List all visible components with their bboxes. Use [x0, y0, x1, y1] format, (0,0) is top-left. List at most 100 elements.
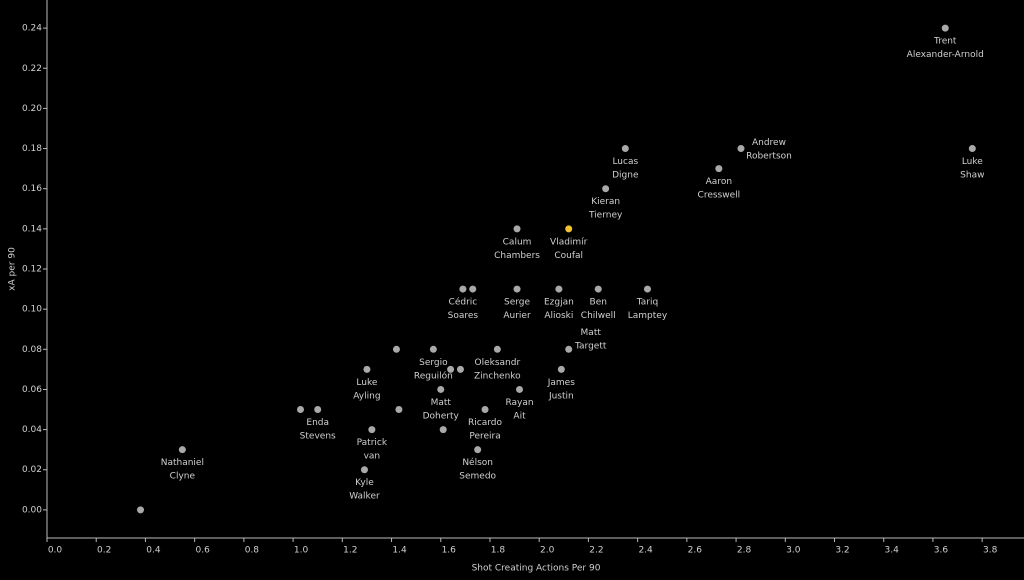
point-label: Nathaniel	[161, 458, 204, 468]
point-label: Digne	[612, 171, 639, 181]
point-label: Matt	[581, 328, 602, 338]
x-tick-label: 2.0	[540, 546, 555, 556]
point	[737, 145, 745, 153]
x-tick-label: 2.2	[589, 546, 603, 556]
y-tick-label: 0.00	[22, 505, 42, 515]
point-label: Zinchenko	[474, 371, 521, 381]
x-tick-label: 0.6	[195, 546, 210, 556]
point-label: Trent	[933, 37, 957, 47]
x-tick-label: 0.8	[245, 546, 260, 556]
point-label: Vladimír	[550, 237, 588, 247]
x-tick-label: 1.0	[294, 546, 309, 556]
point-label: Alexander-Arnold	[907, 50, 984, 60]
point-label: Stevens	[300, 432, 336, 442]
point	[643, 285, 651, 293]
point	[481, 406, 489, 414]
point-label: Rayan	[505, 398, 533, 408]
point-label: Patrick	[357, 438, 388, 448]
point-label: Coufal	[554, 251, 583, 261]
point-label: Calum	[503, 237, 532, 247]
x-tick-label: 2.8	[737, 546, 752, 556]
point-label: Ben	[590, 298, 607, 308]
point	[941, 24, 949, 32]
point-label: Walker	[349, 492, 380, 502]
point-label: Ait	[513, 411, 526, 421]
point	[469, 285, 477, 293]
y-tick-label: 0.20	[22, 104, 42, 114]
point-label: Oleksandr	[475, 358, 521, 368]
point	[296, 406, 304, 414]
point-label: Chambers	[494, 251, 540, 261]
y-tick-label: 0.12	[22, 265, 42, 275]
point-label: Justin	[548, 391, 574, 401]
x-tick-label: 0.0	[48, 546, 63, 556]
point-label: Pereira	[469, 432, 500, 442]
point	[565, 225, 573, 233]
point-label: Tariq	[636, 298, 658, 308]
y-tick-label: 0.14	[22, 224, 42, 234]
point	[429, 345, 437, 353]
x-axis-title: Shot Creating Actions Per 90	[472, 564, 601, 574]
point	[392, 345, 400, 353]
point-label: Clyne	[170, 472, 196, 482]
x-tick-label: 1.2	[343, 546, 357, 556]
point	[565, 345, 573, 353]
point-label: Lucas	[612, 157, 638, 167]
point	[594, 285, 602, 293]
point-label: Ayling	[353, 391, 380, 401]
point	[439, 426, 447, 434]
point-label: Nélson	[462, 457, 493, 468]
point-label: Lamptey	[628, 311, 668, 321]
y-tick-label: 0.24	[22, 24, 42, 34]
x-tick-label: 0.2	[97, 546, 111, 556]
point	[363, 365, 371, 373]
point	[474, 446, 482, 454]
point	[602, 185, 610, 193]
x-tick-label: 3.4	[885, 546, 900, 556]
point-label: Luke	[962, 157, 983, 167]
x-tick-label: 2.6	[688, 546, 703, 556]
x-tick-label: 2.4	[638, 546, 653, 556]
point-label: Robertson	[746, 152, 792, 162]
point	[137, 506, 145, 514]
x-tick-label: 1.4	[392, 546, 407, 556]
y-tick-label: 0.10	[22, 305, 42, 315]
point-label: Sergio	[419, 358, 448, 368]
point-label: Andrew	[752, 138, 786, 148]
point	[447, 365, 455, 373]
point	[360, 466, 368, 474]
y-tick-label: 0.02	[22, 465, 42, 475]
x-tick-label: 1.8	[491, 546, 506, 556]
point-label: Chilwell	[581, 311, 616, 321]
point	[555, 285, 563, 293]
point-label: Serge	[504, 298, 531, 308]
point	[437, 385, 445, 393]
x-tick-label: 3.2	[835, 546, 849, 556]
y-tick-label: 0.06	[22, 385, 42, 395]
point-label: Kyle	[355, 478, 374, 488]
y-tick-label: 0.18	[22, 144, 42, 154]
x-tick-label: 0.4	[146, 546, 161, 556]
point	[459, 285, 467, 293]
point-label: Cresswell	[698, 191, 741, 201]
point-label: Aaron	[706, 177, 732, 187]
point	[368, 426, 376, 434]
y-tick-label: 0.22	[22, 64, 42, 74]
point-label: Alioski	[544, 311, 573, 321]
point	[516, 385, 524, 393]
point-label: Enda	[306, 418, 329, 428]
y-tick-label: 0.16	[22, 184, 42, 194]
point	[456, 365, 464, 373]
point-label: Soares	[448, 311, 479, 321]
point-label: van	[364, 452, 381, 462]
y-tick-label: 0.08	[22, 345, 42, 355]
point	[513, 225, 521, 233]
point	[513, 285, 521, 293]
point-label: Tierney	[588, 211, 623, 221]
point-label: Reguilón	[414, 370, 453, 381]
x-tick-label: 3.8	[983, 546, 998, 556]
point	[395, 406, 403, 414]
